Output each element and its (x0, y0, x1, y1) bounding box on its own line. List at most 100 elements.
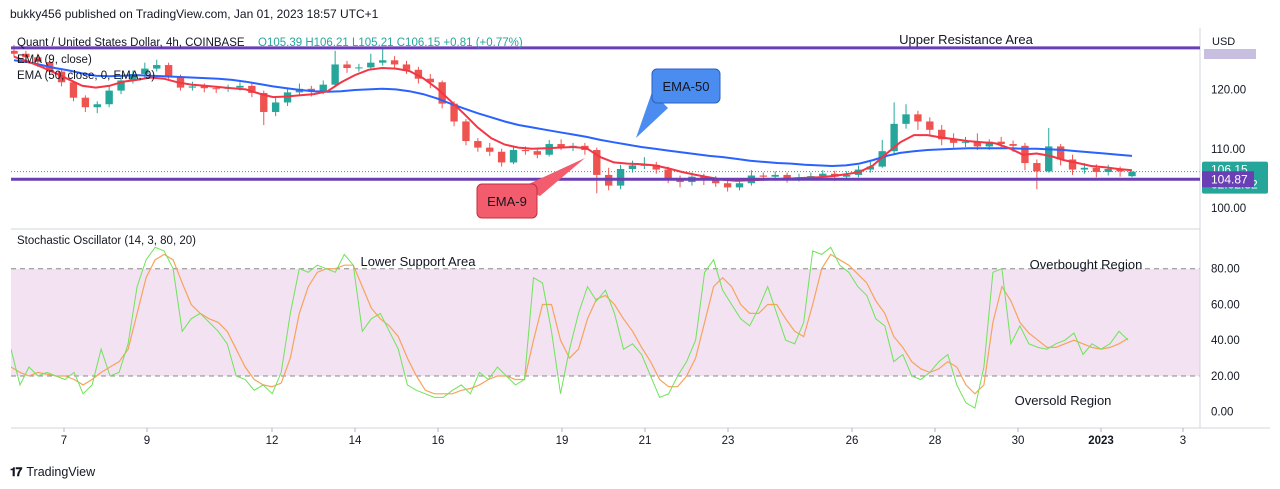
candle-body (414, 69, 423, 79)
candle-body (759, 175, 767, 177)
ema50-callout-text: EMA-50 (663, 79, 710, 94)
candle-body (771, 174, 779, 177)
stoch-band (11, 268, 1200, 376)
candle-body (486, 147, 494, 152)
candle-body (878, 151, 886, 167)
candle-body (890, 123, 898, 152)
candle-body (914, 114, 922, 122)
tradingview-logo-icon[interactable]: 𝟏𝟕 (10, 464, 22, 479)
stoch-d-line (11, 253, 1129, 395)
currency-label: USD (1212, 36, 1235, 48)
candle-body (22, 53, 30, 58)
candle-body (34, 57, 42, 63)
stoch-axis[interactable]: 80.00 60.00 40.00 20.00 0.00 (1211, 264, 1240, 419)
candle-body (593, 149, 601, 175)
candle-body (367, 62, 375, 68)
time-axis[interactable]: 7 9 12 14 16 19 21 23 26 28 30 2023 3 (61, 428, 1186, 447)
candle-body (712, 179, 720, 184)
price-tick-label: 120.00 (1211, 84, 1246, 96)
time-tick-label: 21 (639, 435, 652, 447)
time-tick-label: 12 (266, 435, 279, 447)
candle-body (93, 104, 101, 108)
candle-body (664, 169, 672, 180)
candle-body (355, 67, 363, 69)
candle-body (973, 141, 982, 147)
candle-body (402, 64, 411, 70)
time-tick-label: 14 (349, 435, 362, 447)
candle-body (902, 114, 910, 124)
candle-body (450, 103, 458, 122)
candle-body (248, 85, 256, 93)
publisher-line: bukky456 published on TradingView.com, J… (10, 7, 379, 21)
candle-body (961, 141, 970, 143)
candle-body (545, 144, 553, 155)
candle-body (533, 151, 542, 155)
candle-body (616, 168, 625, 186)
legend-ema50: EMA (50, close, 0, EMA, 9) (17, 70, 155, 82)
price-tick-label: 110.00 (1211, 144, 1245, 156)
candle-body (105, 90, 113, 105)
candle-body (819, 173, 827, 177)
candle-body (866, 166, 875, 170)
candles-group (11, 44, 1136, 194)
stoch-tick-label: 0.00 (1211, 407, 1233, 419)
candle-body (164, 65, 173, 78)
candle-body (462, 121, 470, 142)
candle-body (723, 183, 732, 188)
candle-body (117, 80, 125, 91)
candle-body (11, 50, 18, 54)
candle-body (153, 65, 161, 69)
candle-body (997, 141, 1005, 145)
ema9-callout[interactable]: EMA-9 (476, 158, 585, 219)
candle-body (379, 60, 387, 63)
time-tick-label: 7 (61, 435, 67, 447)
time-tick-label: 16 (432, 435, 445, 447)
upper-resistance-label: Upper Resistance Area (899, 32, 1033, 47)
price-axis[interactable]: 120.00 110.00 100.00 (1211, 84, 1246, 215)
ema50-callout[interactable]: EMA-50 (636, 68, 721, 138)
overbought-label: Overbought Region (1030, 257, 1143, 272)
time-tick-label: 3 (1180, 435, 1186, 447)
candle-body (652, 164, 660, 170)
oversold-label: Oversold Region (1015, 393, 1112, 408)
time-tick-label: 28 (929, 435, 942, 447)
candle-body (212, 88, 220, 90)
candle-body (1116, 168, 1124, 172)
candle-body (271, 102, 280, 112)
candle-body (557, 144, 565, 148)
candle-body (69, 82, 78, 98)
time-tick-label: 26 (846, 435, 859, 447)
candle-body (938, 129, 946, 140)
candle-body (390, 60, 399, 65)
legend-ema9: EMA (9, close) (17, 54, 92, 66)
candle-body (1068, 159, 1077, 170)
level-badge: 104.87 (1202, 171, 1254, 188)
candle-body (1033, 163, 1041, 172)
candle-body (1009, 144, 1017, 146)
candle-body (926, 121, 934, 130)
candle-body (509, 149, 518, 163)
candle-body (521, 149, 530, 152)
lower-support-label: Lower Support Area (361, 254, 477, 269)
tradingview-brand[interactable]: TradingView (26, 465, 96, 479)
candle-body (676, 179, 684, 183)
price-tick-label: 100.00 (1211, 203, 1246, 215)
candle-body (331, 64, 339, 85)
candle-body (1128, 171, 1136, 177)
candle-body (1092, 167, 1101, 172)
candle-body (1080, 167, 1089, 170)
candle-body (1056, 146, 1065, 160)
stoch-tick-label: 40.00 (1211, 335, 1240, 347)
time-tick-label: 2023 (1088, 435, 1114, 447)
stoch-tick-label: 60.00 (1211, 299, 1240, 311)
candle-body (81, 97, 90, 108)
candle-body (783, 174, 791, 179)
time-tick-label: 30 (1012, 435, 1025, 447)
candle-body (985, 141, 993, 147)
candle-body (200, 86, 208, 89)
candle-body (129, 73, 137, 81)
level-badge-value: 104.87 (1211, 172, 1248, 186)
footer: 𝟏𝟕 TradingView (10, 463, 95, 481)
stoch-k-line (11, 246, 1129, 409)
